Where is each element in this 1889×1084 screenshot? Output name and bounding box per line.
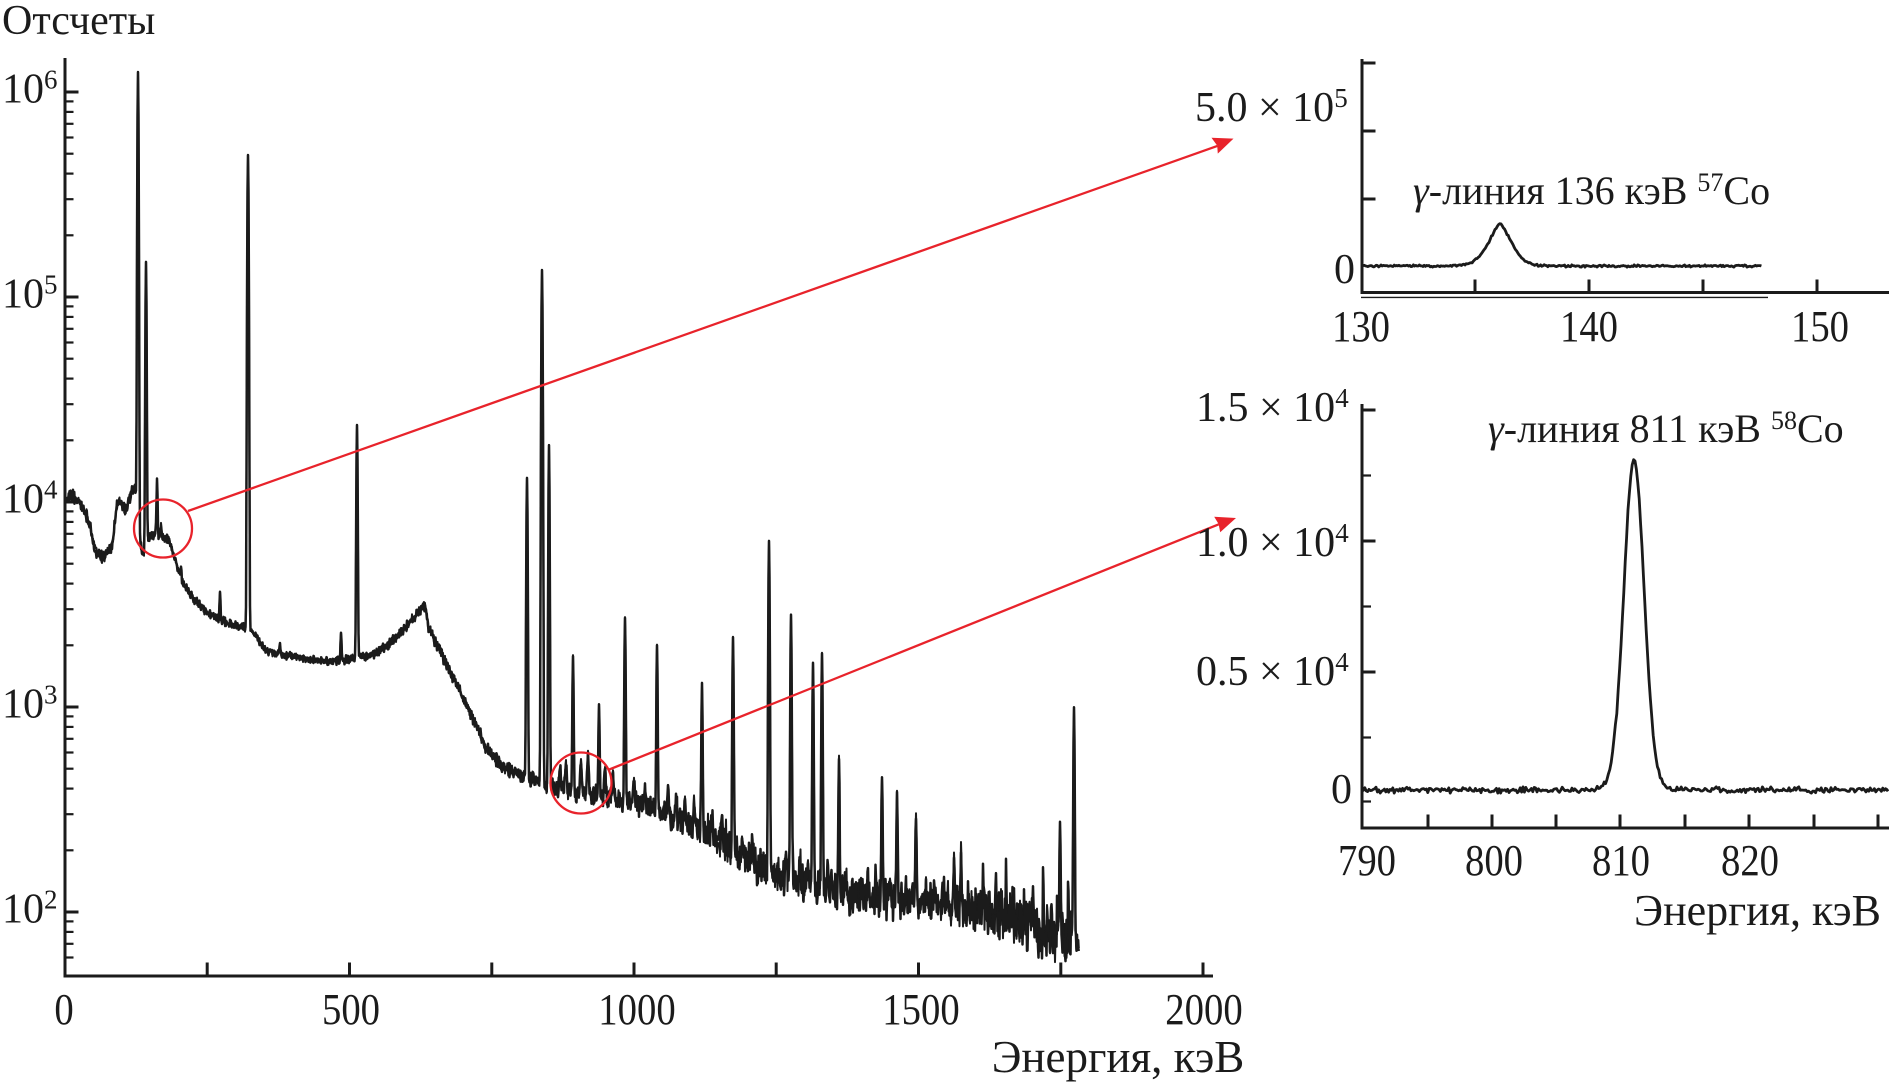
svg-text:2000: 2000 — [1165, 985, 1242, 1034]
svg-text:150: 150 — [1791, 302, 1849, 351]
svg-text:Энергия, кэВ: Энергия, кэВ — [992, 1032, 1245, 1082]
svg-text:500: 500 — [322, 985, 380, 1034]
svg-text:Энергия, кэВ: Энергия, кэВ — [1634, 886, 1881, 935]
svg-text:130: 130 — [1332, 302, 1390, 351]
svg-text:820: 820 — [1721, 836, 1779, 885]
svg-text:1.0 × 104: 1.0 × 104 — [1196, 518, 1349, 566]
svg-text:790: 790 — [1338, 836, 1396, 885]
svg-text:810: 810 — [1592, 836, 1650, 885]
svg-text:1.5 × 104: 1.5 × 104 — [1196, 383, 1349, 431]
svg-text:Отсчеты: Отсчеты — [2, 0, 155, 44]
svg-text:1500: 1500 — [882, 985, 959, 1034]
svg-text:0.5 × 104: 0.5 × 104 — [1196, 647, 1349, 695]
svg-text:0: 0 — [54, 985, 73, 1034]
svg-text:0: 0 — [1331, 767, 1352, 813]
svg-text:140: 140 — [1560, 302, 1618, 351]
svg-text:104: 104 — [2, 475, 58, 523]
svg-text:1000: 1000 — [598, 985, 675, 1034]
svg-text:0: 0 — [1334, 247, 1355, 293]
svg-text:800: 800 — [1465, 836, 1523, 885]
svg-text:5.0 × 105: 5.0 × 105 — [1195, 83, 1348, 131]
svg-text:γ-линия 811 кэВ 58Co: γ-линия 811 кэВ 58Co — [1488, 406, 1844, 451]
